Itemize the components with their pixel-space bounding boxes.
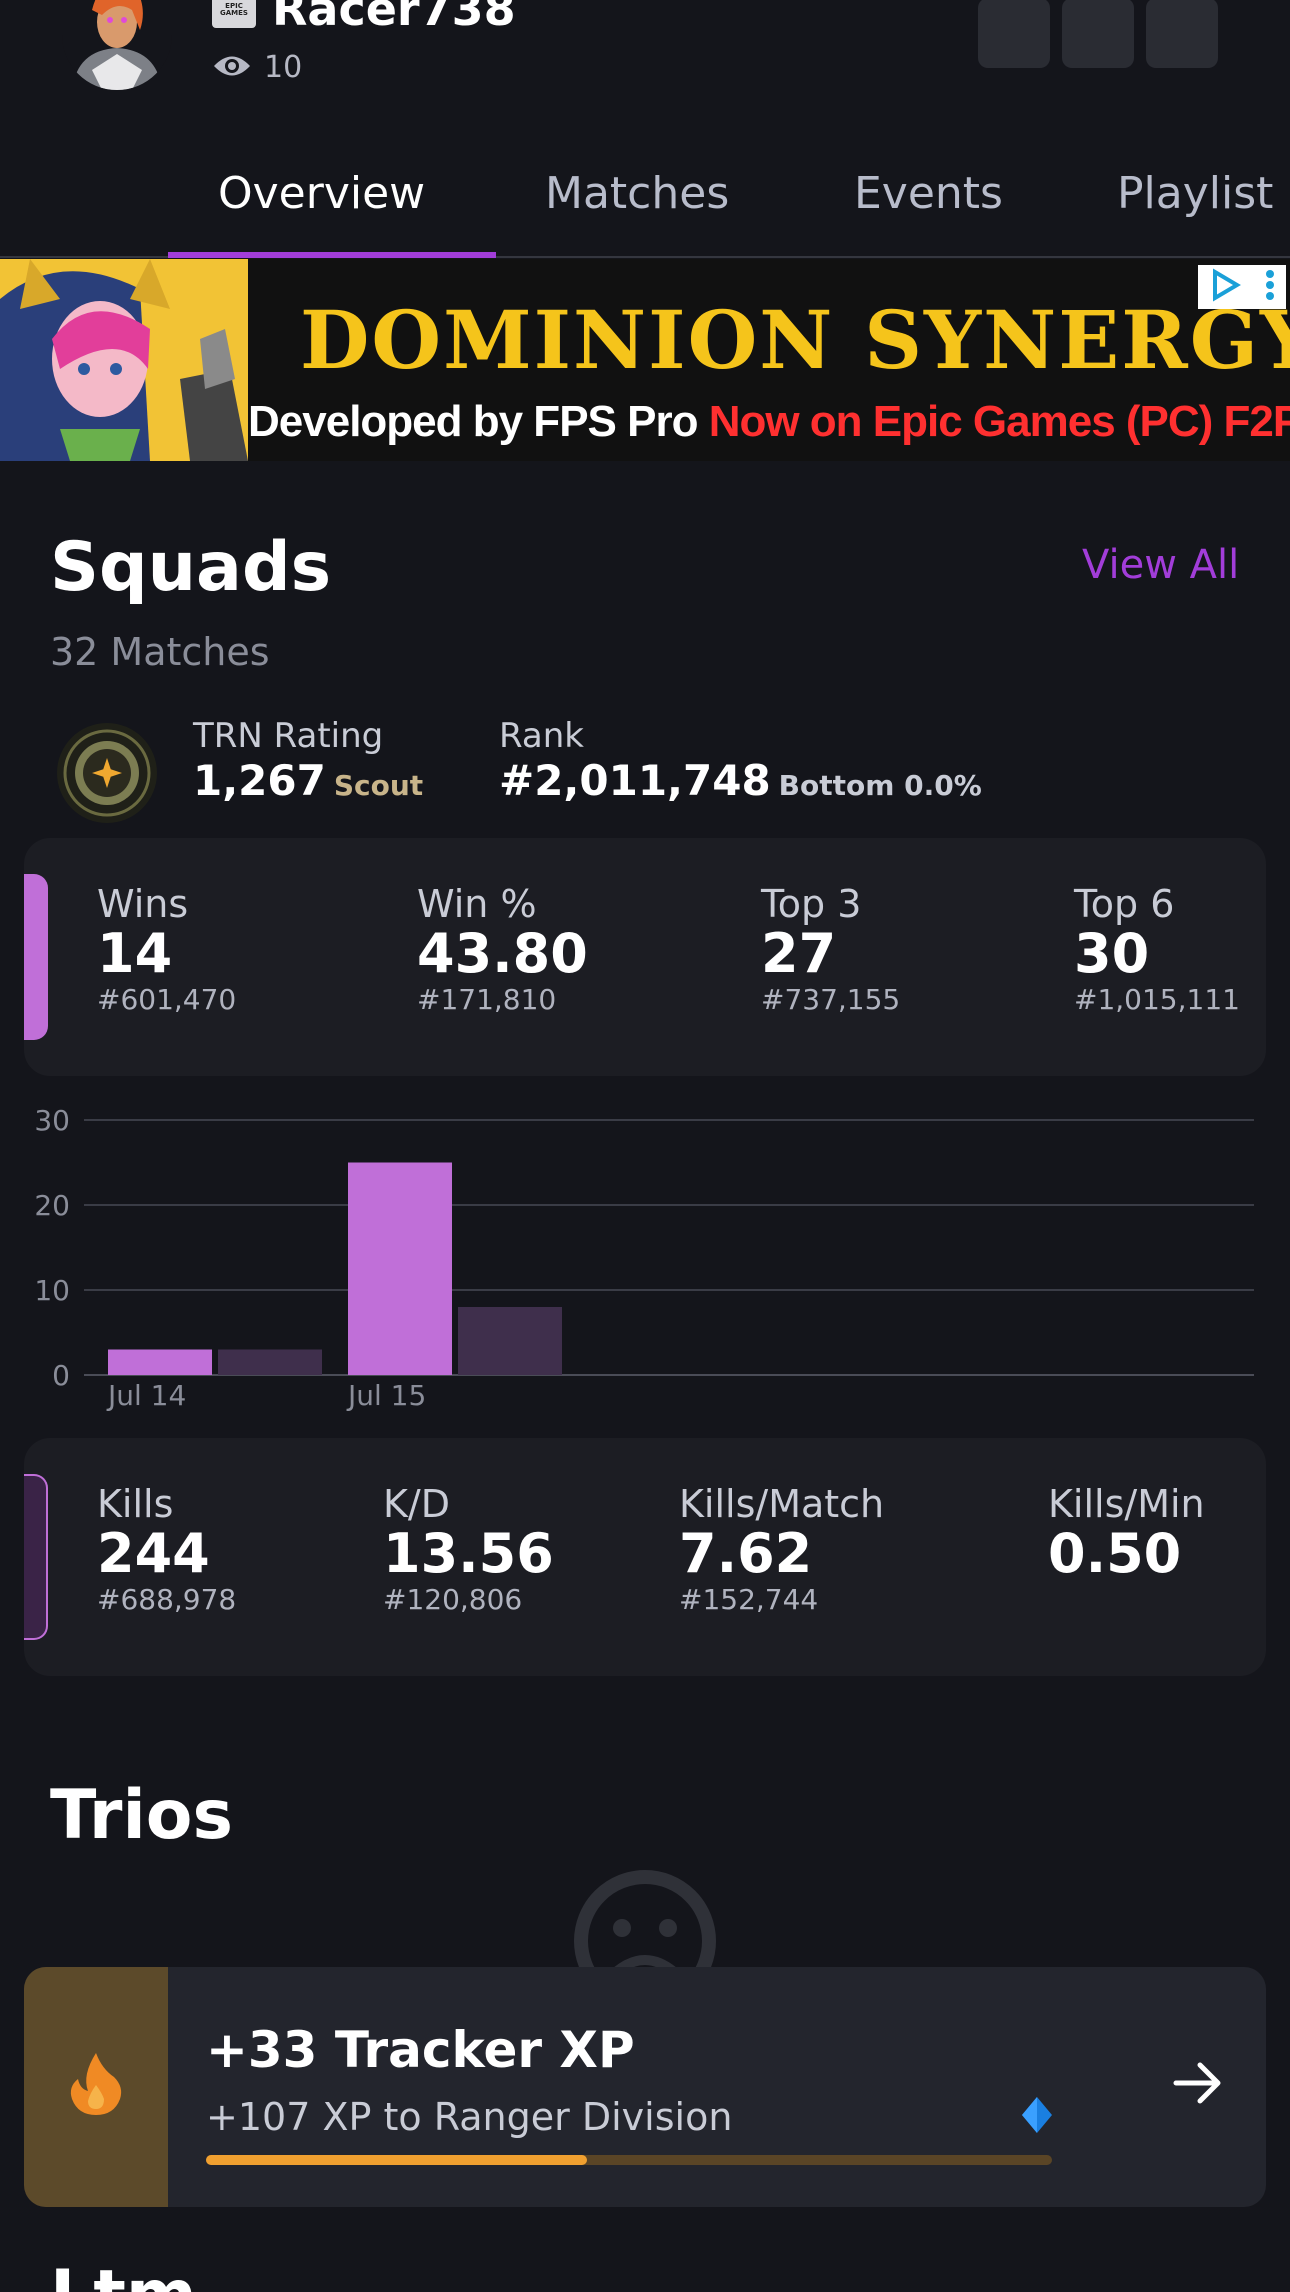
- tab-matches[interactable]: Matches: [545, 168, 730, 219]
- stat-label: Kills/Match: [679, 1482, 885, 1526]
- trn-rating-label: TRN Rating: [193, 716, 384, 756]
- ad-title: DOMINION SYNERGY: [300, 293, 1290, 387]
- xp-icon-panel: [24, 1967, 168, 2207]
- stat-value: 13.56: [383, 1522, 554, 1585]
- ad-menu-icon[interactable]: [1265, 268, 1275, 306]
- stat-top-6: Top 6 30 #1,015,111: [1074, 882, 1240, 1016]
- chart-y-tick-label: 20: [34, 1189, 70, 1222]
- tab-events[interactable]: Events: [854, 168, 1003, 219]
- stat-kills-per-match: Kills/Match 7.62 #152,744: [679, 1482, 884, 1616]
- flame-icon: [68, 2051, 124, 2121]
- chart-y-tick-label: 0: [52, 1359, 70, 1392]
- trn-rank-badge-icon: [52, 718, 162, 828]
- chart-y-tick-label: 10: [34, 1274, 70, 1307]
- ad-character-art: [0, 259, 248, 461]
- stat-value: 0.50: [1048, 1522, 1182, 1585]
- username: Racer738: [272, 0, 516, 36]
- stat-value: 30: [1074, 922, 1150, 985]
- arrow-right-icon[interactable]: [1170, 2055, 1226, 2115]
- squads-placement-stats-card[interactable]: Wins 14 #601,470 Win % 43.80 #171,810 To…: [24, 838, 1266, 1076]
- views-count: 10: [264, 50, 303, 85]
- stat-rank: #601,470: [97, 982, 237, 1016]
- chart-y-tick-label: 30: [34, 1104, 70, 1137]
- matches-count: 32 Matches: [50, 630, 270, 674]
- stat-win-percent: Win % 43.80 #171,810: [417, 882, 588, 1016]
- stat-value: 7.62: [679, 1522, 813, 1585]
- profile-views: 10: [212, 50, 302, 85]
- gem-icon: [1022, 2097, 1052, 2137]
- stat-label: Kills: [97, 1482, 174, 1526]
- ltm-section-title: Ltm: [50, 2262, 197, 2292]
- tracker-xp-banner[interactable]: +33 Tracker XP +107 XP to Ranger Divisio…: [24, 1967, 1266, 2207]
- stat-kills: Kills 244 #688,978: [97, 1482, 236, 1616]
- trn-rating-value-row: 1,267 Scout: [193, 756, 423, 805]
- trn-rating: TRN Rating 1,267 Scout: [193, 716, 423, 805]
- stat-label: Kills/Min: [1048, 1482, 1205, 1526]
- ad-subtitle-red: Now on Epic Games (PC) F2P: [708, 397, 1290, 446]
- xp-subtitle: +107 XP to Ranger Division: [206, 2095, 733, 2139]
- trios-title: Trios: [50, 1776, 233, 1855]
- stat-label: Top 3: [761, 882, 862, 926]
- xp-title: +33 Tracker XP: [206, 2021, 635, 2079]
- xp-progress-fill: [206, 2155, 587, 2165]
- header-action-button-1[interactable]: [978, 0, 1050, 68]
- stat-rank: #152,744: [679, 1582, 819, 1616]
- stat-rank: #120,806: [383, 1582, 523, 1616]
- tab-playlist[interactable]: Playlist: [1117, 168, 1274, 219]
- stat-rank: #171,810: [417, 982, 557, 1016]
- header-action-button-3[interactable]: [1146, 0, 1218, 68]
- rank-label: Rank: [499, 716, 584, 756]
- sad-face-icon: [572, 1868, 718, 1968]
- profile-avatar[interactable]: [62, 0, 172, 90]
- chart-x-tick-label: Jul 14: [106, 1379, 186, 1412]
- ad-choices-icon: [1209, 268, 1243, 306]
- chart-bar[interactable]: [108, 1349, 212, 1376]
- stat-value: 43.80: [417, 922, 588, 985]
- stat-top-3: Top 3 27 #737,155: [761, 882, 900, 1016]
- stat-label: Win %: [417, 882, 537, 926]
- header-action-button-2[interactable]: [1062, 0, 1134, 68]
- stat-kills-per-min: Kills/Min 0.50: [1048, 1482, 1205, 1583]
- epic-games-badge: EPIC GAMES: [212, 0, 256, 28]
- chart-bar[interactable]: [218, 1349, 322, 1376]
- trn-rating-value: 1,267: [193, 756, 326, 805]
- xp-progress-bar: [206, 2155, 1052, 2165]
- stat-rank: #737,155: [761, 982, 901, 1016]
- chart-bar[interactable]: [458, 1307, 562, 1375]
- squads-matches-chart: 0 10 20 30 Jul 14 Jul 15: [0, 1100, 1290, 1420]
- squads-title: Squads: [50, 528, 332, 607]
- chart-svg: 0 10 20 30 Jul 14 Jul 15: [34, 1104, 1254, 1412]
- stat-rank: #688,978: [97, 1582, 237, 1616]
- card-accent-bar: [24, 1474, 48, 1640]
- ad-choices[interactable]: [1198, 265, 1286, 309]
- trn-rating-tier: Scout: [333, 769, 424, 802]
- ad-banner[interactable]: DOMINION SYNERGY Developed by FPS Pro No…: [0, 259, 1290, 461]
- stat-wins: Wins 14 #601,470: [97, 882, 236, 1016]
- stat-value: 244: [97, 1522, 210, 1585]
- overall-rank: Rank #2,011,748 Bottom 0.0%: [499, 716, 982, 805]
- stat-label: Top 6: [1074, 882, 1175, 926]
- view-all-link[interactable]: View All: [1082, 542, 1240, 588]
- rank-value-row: #2,011,748 Bottom 0.0%: [499, 756, 982, 805]
- chart-x-tick-label: Jul 15: [346, 1379, 426, 1412]
- stat-rank: #1,015,111: [1074, 982, 1240, 1016]
- stat-label: K/D: [383, 1482, 450, 1526]
- tab-overview[interactable]: Overview: [218, 168, 426, 219]
- rank-percentile: Bottom 0.0%: [778, 769, 982, 802]
- eye-icon: [212, 53, 252, 83]
- card-accent-bar: [24, 874, 48, 1040]
- rank-value: #2,011,748: [499, 756, 771, 805]
- active-tab-indicator: [168, 252, 496, 258]
- chart-bar[interactable]: [348, 1162, 452, 1376]
- stat-kd: K/D 13.56 #120,806: [383, 1482, 554, 1616]
- stat-value: 14: [97, 922, 173, 985]
- ad-subtitle-white: Developed by FPS Pro: [248, 397, 709, 446]
- ad-subtitle: Developed by FPS Pro Now on Epic Games (…: [248, 397, 1290, 447]
- stat-value: 27: [761, 922, 837, 985]
- brand-badge-text: EPIC GAMES: [220, 2, 248, 17]
- profile-tabs: Overview Matches Events Playlist: [0, 160, 1290, 258]
- squads-combat-stats-card[interactable]: Kills 244 #688,978 K/D 13.56 #120,806 Ki…: [24, 1438, 1266, 1676]
- stat-label: Wins: [97, 882, 189, 926]
